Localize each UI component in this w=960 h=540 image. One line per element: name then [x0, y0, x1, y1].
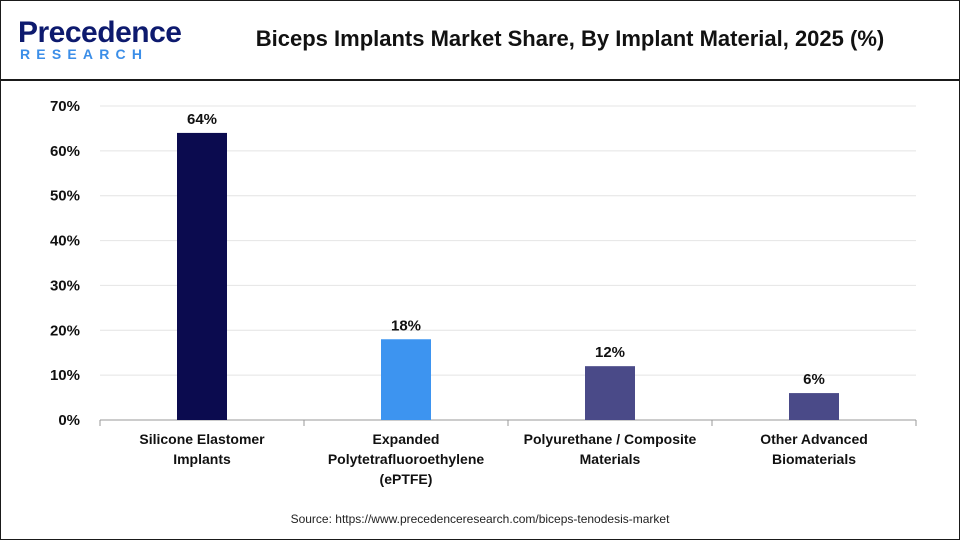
y-tick-label: 10%: [50, 367, 80, 384]
x-tick-label: Expanded Polytetrafluoroethylene (ePTFE): [328, 431, 485, 487]
y-tick-label: 0%: [58, 412, 80, 429]
bar-chart: 0% 10% 20% 30% 40% 50% 60% 70% 64% Silicone Elast…: [50, 98, 917, 487]
header: Precedence RESEARCH Biceps Implants Mark…: [0, 0, 960, 80]
data-label: 12%: [595, 344, 625, 361]
bar: [177, 132, 227, 420]
data-label: 64%: [187, 111, 217, 128]
logo-subtext: RESEARCH: [20, 46, 149, 62]
y-tick-label: 40%: [50, 233, 80, 250]
bar: [789, 393, 839, 420]
header-divider: [0, 79, 960, 81]
y-tick-label: 20%: [50, 322, 80, 339]
data-label: 18%: [391, 317, 421, 334]
data-label: 6%: [803, 371, 825, 388]
source-note: Source: https://www.precedenceresearch.c…: [290, 512, 670, 526]
y-tick-label: 30%: [50, 277, 80, 294]
bar: [585, 366, 635, 420]
bar: [381, 339, 431, 420]
logo-wordmark: Precedence: [18, 16, 182, 49]
y-tick-label: 60%: [50, 143, 80, 160]
x-tick-label: Silicone Elastomer Implants: [139, 431, 265, 467]
x-tick-label: Other Advanced Biomaterials: [760, 431, 868, 467]
brand-logo: Precedence RESEARCH: [18, 16, 182, 66]
chart-title: Biceps Implants Market Share, By Implant…: [255, 26, 885, 51]
x-tick-label: Polyurethane / Composite Materials: [524, 431, 697, 467]
y-tick-label: 70%: [50, 98, 80, 115]
y-tick-label: 50%: [50, 188, 80, 205]
